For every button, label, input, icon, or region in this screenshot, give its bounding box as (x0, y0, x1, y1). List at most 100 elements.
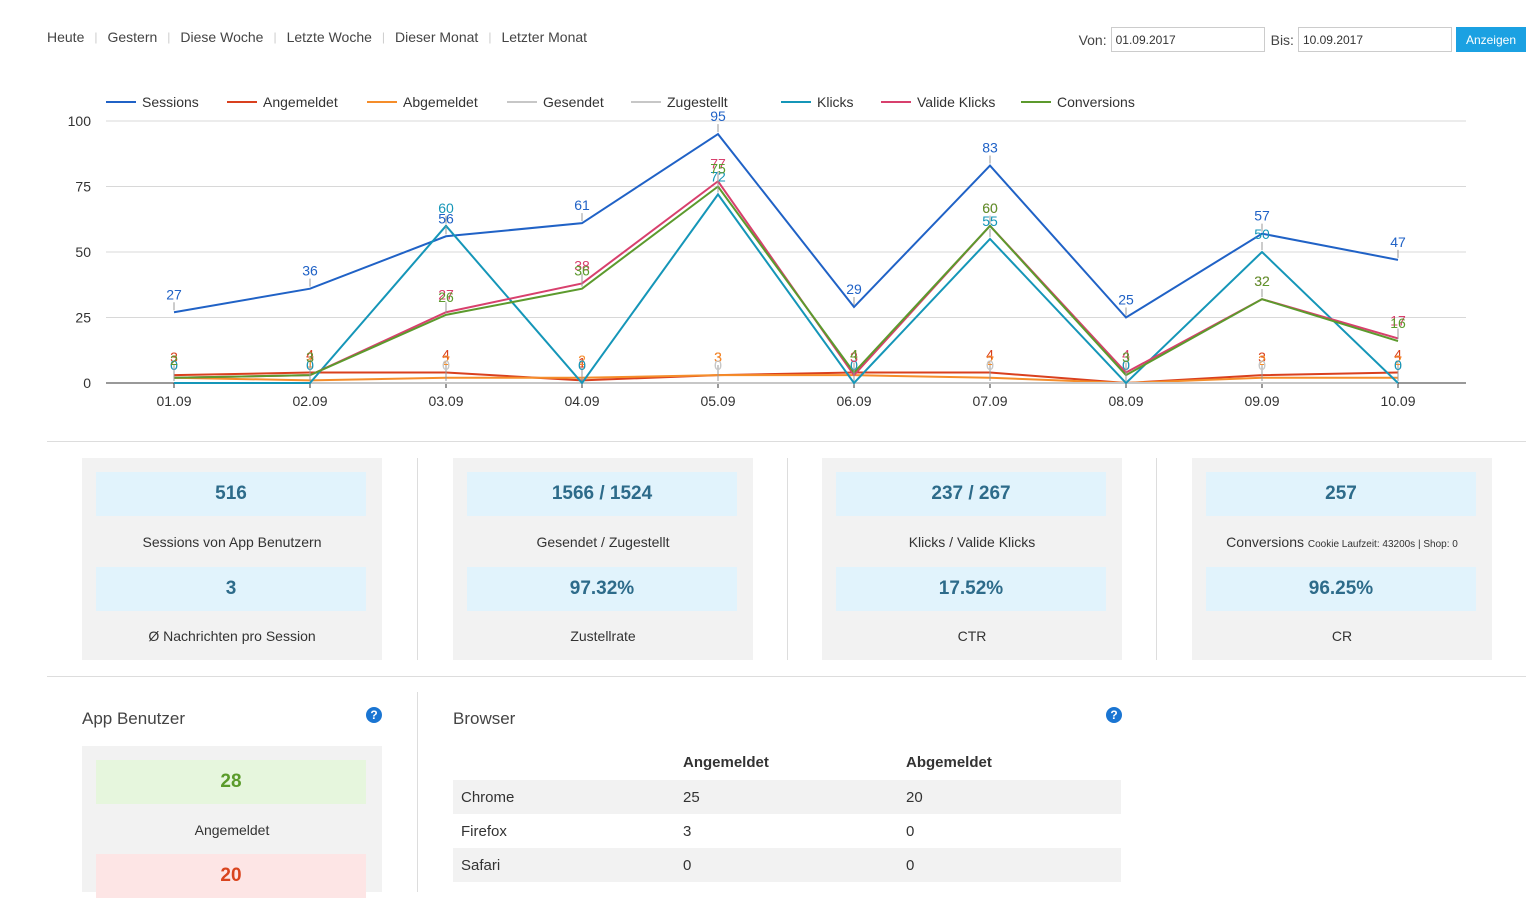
signed-out-count: 0 (898, 848, 1121, 882)
data-label: 0 (1258, 357, 1266, 373)
browser-title: Browser (453, 709, 516, 728)
data-label: 0 (442, 357, 450, 373)
data-label: 60 (982, 200, 998, 216)
data-label: 0 (1394, 357, 1402, 373)
quick-range-last-month[interactable]: Letzter Monat (501, 29, 588, 45)
legend-label: Sessions (142, 94, 199, 110)
data-label: 3 (170, 349, 178, 365)
date-range: Von: Bis: Anzeigen (1079, 27, 1526, 52)
help-icon[interactable]: ? (366, 707, 382, 723)
legend-label: Zugestellt (667, 94, 728, 110)
cr-caption: CR (1331, 628, 1353, 644)
data-label: 2 (442, 352, 450, 368)
divider (47, 441, 1526, 442)
messages-per-session-value: 3 (96, 567, 366, 611)
delivery-rate-caption: Zustellrate (570, 628, 636, 644)
data-label: 2 (1258, 352, 1266, 368)
legend-label: Valide Klicks (917, 94, 995, 110)
quick-range-this-week[interactable]: Diese Woche (180, 29, 264, 45)
x-tick-label: 02.09 (292, 393, 327, 409)
data-label: 0 (714, 357, 722, 373)
data-label: 83 (982, 140, 998, 156)
browser-name: Firefox (461, 822, 507, 840)
x-tick-label: 06.09 (836, 393, 871, 409)
signed-in-count: 25 (675, 780, 898, 814)
browser-table: Angemeldet Abgemeldet Chrome 25 20 Firef… (453, 745, 1121, 882)
table-row: Chrome 25 20 (453, 780, 1121, 814)
divider (1156, 458, 1157, 660)
conversions-caption-detail: Cookie Laufzeit: 43200s | Shop: 0 (1307, 539, 1458, 550)
data-label: 29 (846, 281, 862, 297)
data-label: 0 (306, 357, 314, 373)
x-tick-label: 05.09 (700, 393, 735, 409)
data-label: 3 (850, 349, 858, 365)
legend-label: Abgemeldet (403, 94, 478, 110)
data-label: 2 (170, 352, 178, 368)
data-label: 60 (982, 200, 998, 216)
separator: | (94, 30, 98, 44)
y-tick-label: 25 (75, 310, 91, 326)
data-label: 2 (170, 352, 178, 368)
sessions-value: 516 (96, 472, 366, 516)
data-label: 32 (1254, 273, 1270, 289)
x-tick-label: 04.09 (564, 393, 599, 409)
data-label: 77 (710, 155, 726, 171)
y-tick-label: 50 (75, 244, 91, 260)
data-label: 4 (306, 347, 314, 363)
data-label: 3 (1258, 349, 1266, 365)
data-label: 4 (850, 347, 858, 363)
data-label: 3 (714, 349, 722, 365)
browser-name: Chrome (453, 780, 675, 814)
quick-range-yesterday[interactable]: Gestern (107, 29, 158, 45)
data-label: 1 (306, 354, 314, 370)
help-icon[interactable]: ? (1106, 707, 1122, 723)
x-tick-label: 08.09 (1108, 393, 1143, 409)
data-label: 4 (850, 347, 858, 363)
separator: | (381, 30, 386, 44)
series-line (173, 371, 1399, 385)
delivery-rate-value: 97.32% (467, 567, 737, 611)
data-label: 0 (442, 357, 450, 373)
separator: | (488, 30, 492, 44)
divider (787, 458, 788, 660)
data-label: 3 (306, 349, 314, 365)
stat-card-clicks: 237 / 267 Klicks / Valide Klicks 17.52% … (822, 458, 1122, 660)
legend-label: Angemeldet (263, 94, 338, 110)
data-label: 0 (170, 357, 178, 373)
data-label: 4 (442, 347, 450, 363)
quick-range-last-week[interactable]: Letzte Woche (286, 29, 372, 45)
separator: | (273, 30, 277, 44)
quick-range-this-month[interactable]: Dieser Monat (395, 29, 479, 45)
data-label: 3 (1122, 349, 1130, 365)
data-label: 0 (306, 357, 314, 373)
data-label: 4 (1394, 347, 1402, 363)
legend-label: Klicks (817, 94, 854, 110)
data-label: 2 (170, 352, 178, 368)
data-label: 2 (578, 352, 586, 368)
table-row: Safari 0 0 (453, 848, 1121, 882)
data-label: 57 (1254, 208, 1270, 224)
data-label: 3 (714, 349, 722, 365)
data-label: 16 (1390, 315, 1406, 331)
separator: | (167, 30, 171, 44)
quick-range-today[interactable]: Heute (47, 29, 85, 45)
stat-card-sessions: 516 Sessions von App Benutzern 3 Ø Nachr… (82, 458, 382, 660)
from-date-input[interactable] (1110, 27, 1265, 52)
signed-in-count: 0 (675, 848, 898, 882)
divider (47, 676, 1526, 677)
signed-out-count: 0 (906, 822, 915, 840)
data-label: 61 (574, 197, 590, 213)
data-label: 4 (986, 347, 994, 363)
show-button[interactable]: Anzeigen (1455, 27, 1526, 52)
app-users-card: 28 Angemeldet 20 (82, 746, 382, 898)
data-label: 4 (1122, 347, 1130, 363)
stat-card-sent: 1566 / 1524 Gesendet / Zugestellt 97.32%… (453, 458, 753, 660)
data-label: 38 (574, 257, 590, 273)
x-tick-label: 03.09 (428, 393, 463, 409)
data-label: 60 (438, 200, 454, 216)
to-date-input[interactable] (1297, 27, 1452, 52)
data-label: 0 (578, 357, 586, 373)
data-label: 0 (170, 357, 178, 373)
data-label: 36 (302, 263, 318, 279)
